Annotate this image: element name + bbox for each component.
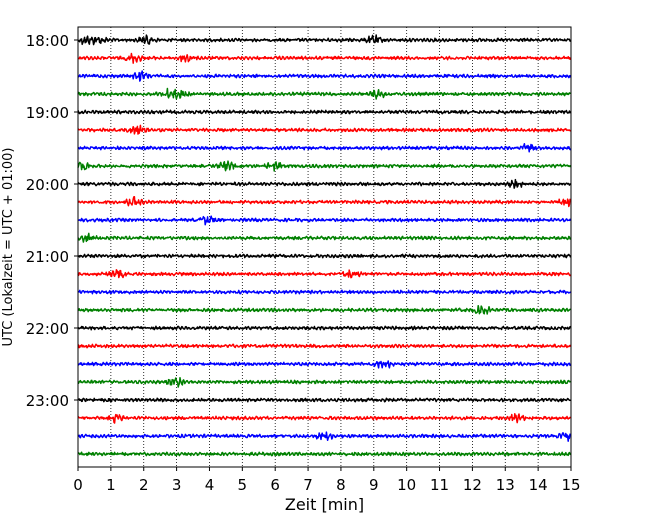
x-tick-label: 10 (397, 476, 416, 494)
trace-row-2200 (77, 325, 571, 331)
y-tick-label: 18:00 (26, 32, 69, 50)
trace-row-1815 (77, 52, 572, 64)
y-tick-label: 20:00 (26, 176, 69, 194)
grid-lines (110, 27, 539, 467)
x-tick-label: 8 (336, 476, 346, 494)
x-tick-label: 0 (73, 476, 83, 494)
trace-row-2015 (77, 195, 571, 208)
trace-row-2315 (77, 413, 572, 424)
y-tick-label: 19:00 (26, 104, 69, 122)
trace-row-1845 (77, 87, 571, 100)
trace-row-1900 (77, 109, 572, 115)
x-tick-label: 5 (238, 476, 248, 494)
trace-row-2345 (77, 451, 572, 457)
x-tick-label: 12 (463, 476, 482, 494)
trace-row-2000 (77, 178, 572, 189)
x-tick-label: 15 (561, 476, 580, 494)
x-tick-label: 3 (172, 476, 182, 494)
trace-row-2230 (77, 360, 571, 369)
trace-row-2045 (77, 232, 571, 243)
trace-row-2330 (77, 431, 572, 442)
y-axis: 18:00 19:00 20:00 21:00 22:00 23:00 (26, 32, 78, 410)
trace-row-2130 (77, 289, 572, 295)
plot-frame (77, 26, 572, 468)
trace-row-2145 (77, 304, 571, 315)
x-tick-label: 11 (430, 476, 449, 494)
x-tick-label: 2 (139, 476, 149, 494)
y-axis-label: UTC (Lokalzeit = UTC + 01:00) (1, 148, 16, 347)
traces (77, 34, 572, 457)
x-axis-label: Zeit [min] (285, 495, 364, 514)
y-tick-label: 21:00 (26, 248, 69, 266)
trace-row-2100 (77, 253, 572, 259)
trace-row-2215 (77, 343, 572, 349)
x-tick-label: 4 (205, 476, 215, 494)
trace-row-2300 (77, 397, 571, 403)
x-tick-label: 14 (529, 476, 548, 494)
trace-row-1945 (77, 160, 572, 172)
x-axis: 0 1 2 3 4 5 6 7 8 9 10 11 12 13 14 15 (73, 467, 581, 494)
x-tick-label: 7 (303, 476, 313, 494)
x-tick-label: 1 (106, 476, 116, 494)
x-tick-label: 6 (270, 476, 280, 494)
trace-row-1930 (77, 143, 571, 153)
y-tick-label: 22:00 (26, 320, 69, 338)
trace-row-2245 (77, 376, 572, 388)
x-tick-label: 13 (496, 476, 515, 494)
trace-row-1830 (77, 70, 572, 82)
y-tick-label: 23:00 (26, 392, 69, 410)
plot-background (78, 27, 571, 467)
trace-row-1800 (77, 34, 571, 46)
x-tick-label: 9 (369, 476, 379, 494)
trace-row-2030 (77, 215, 572, 226)
trace-row-2115 (77, 269, 572, 279)
trace-row-1915 (77, 124, 571, 135)
